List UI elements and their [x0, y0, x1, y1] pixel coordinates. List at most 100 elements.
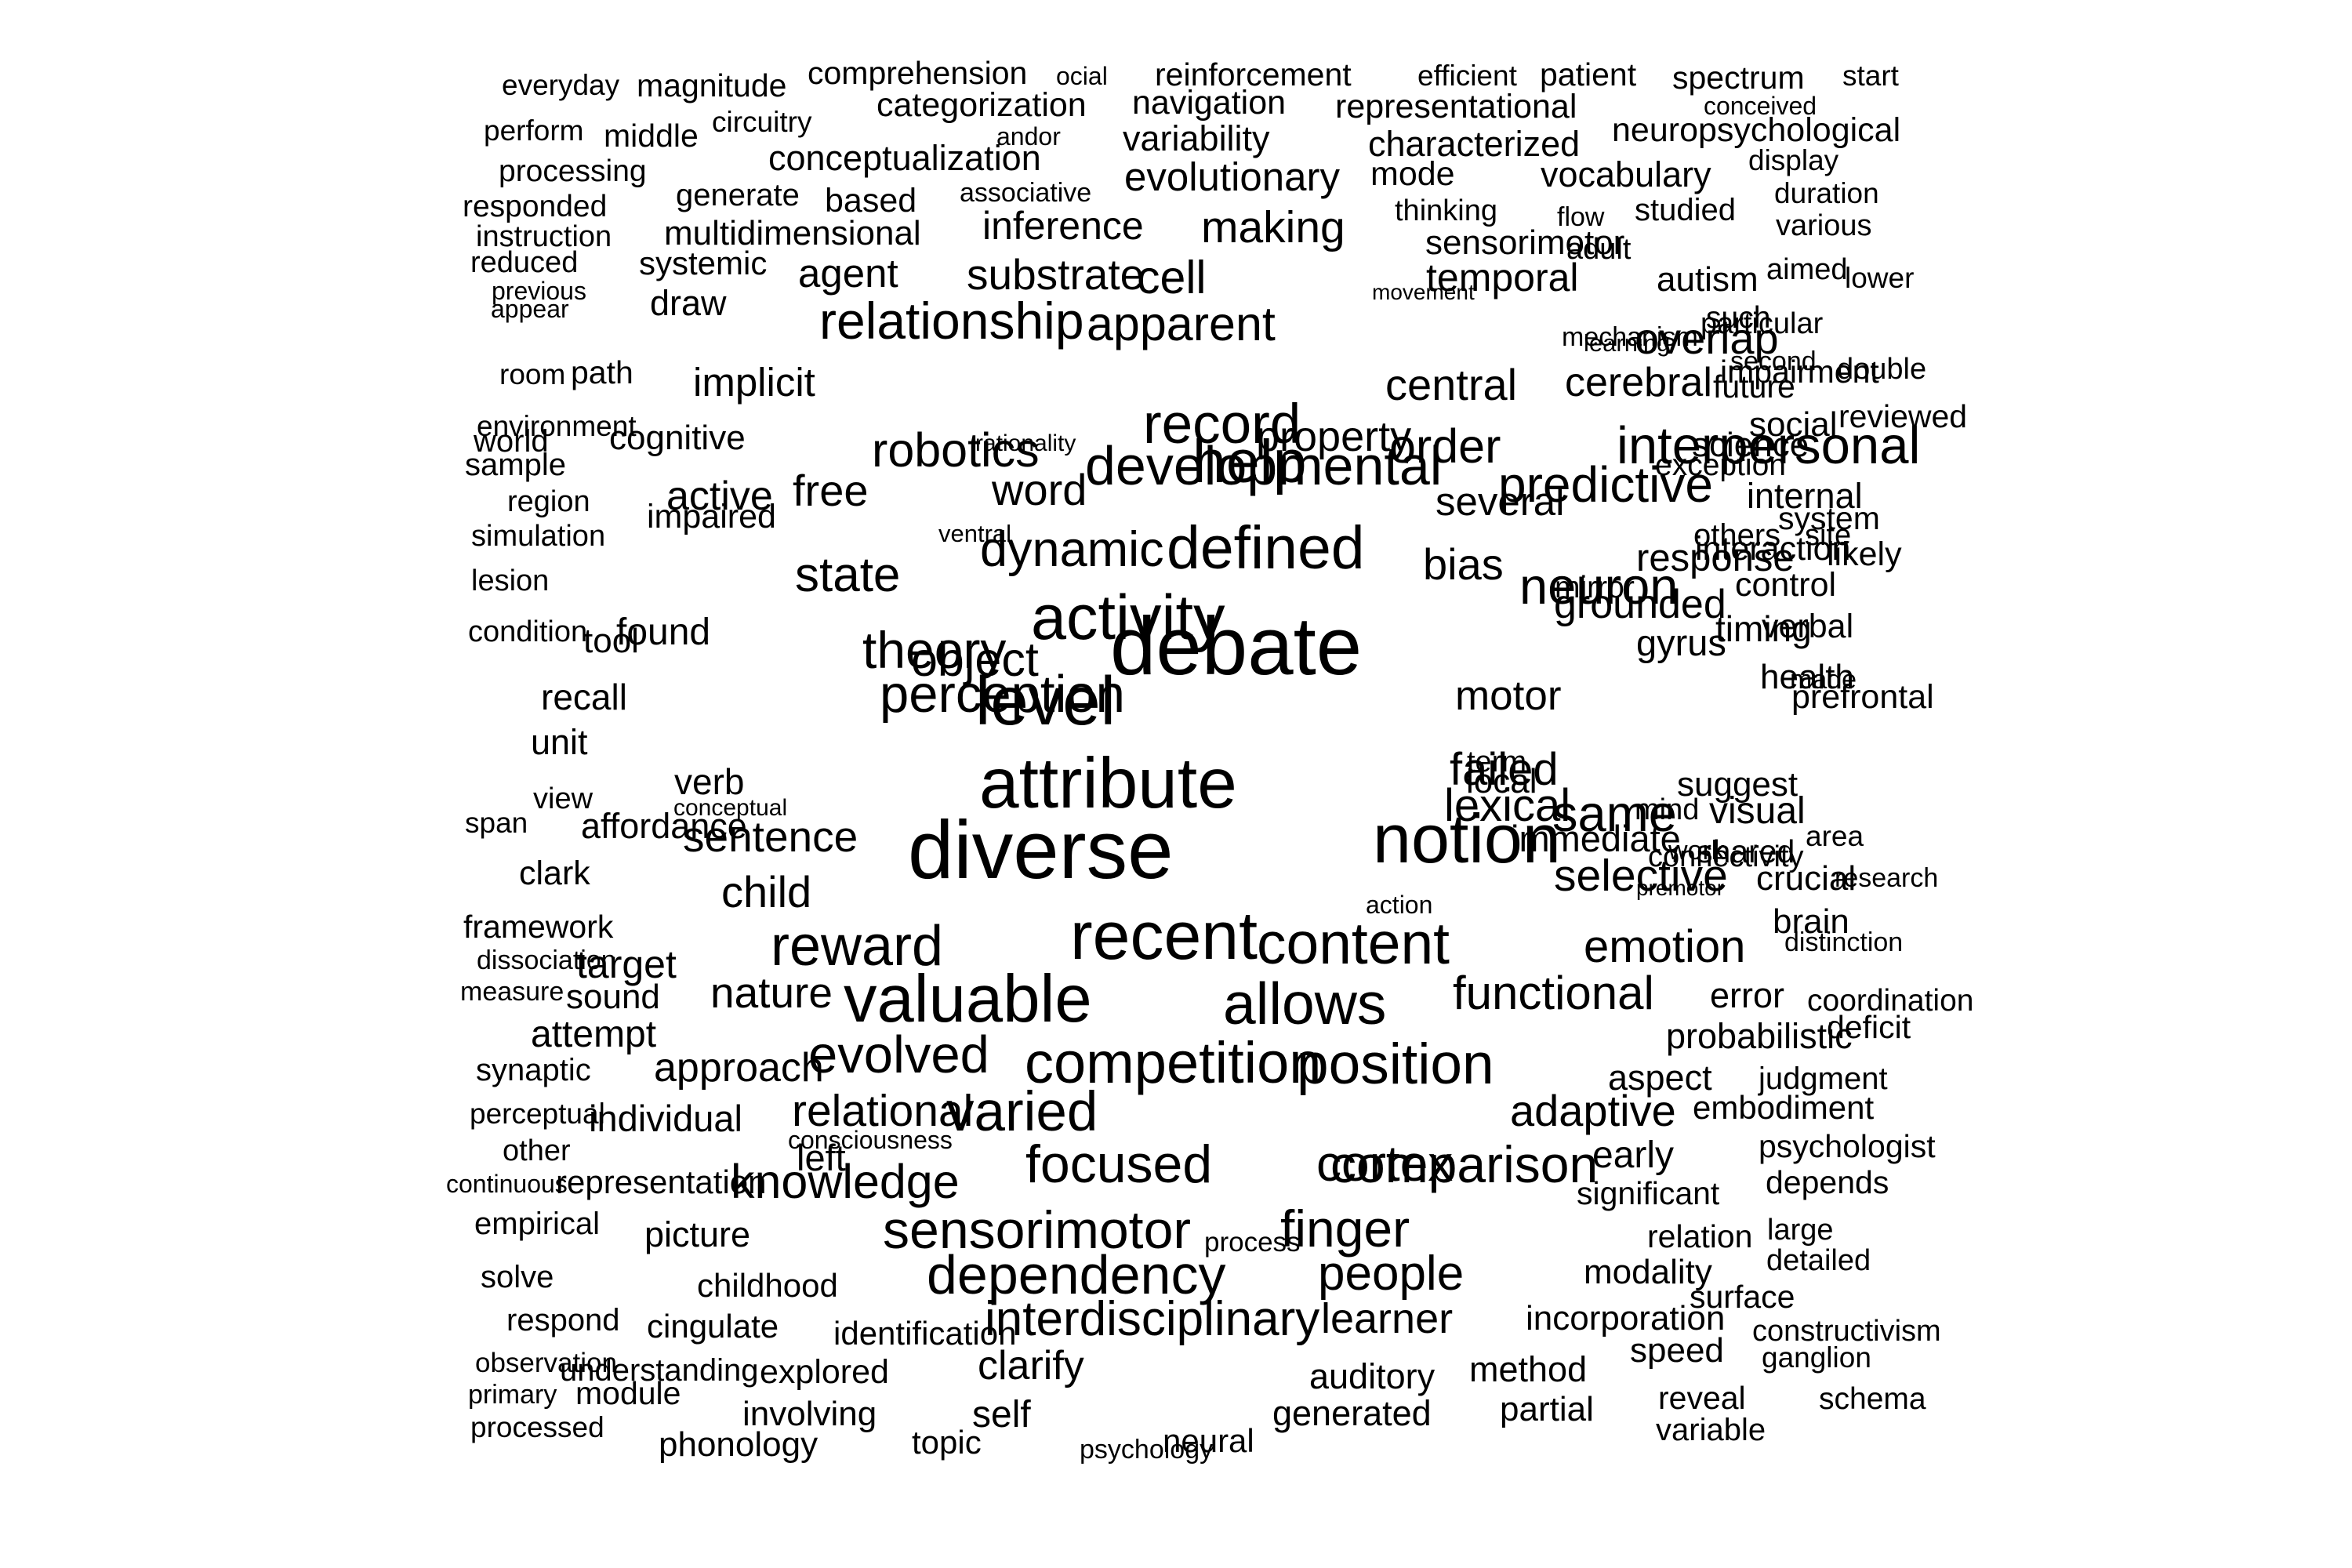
- word-conceptualization: conceptualization: [768, 138, 1041, 178]
- word-word: word: [991, 465, 1087, 514]
- word-rationality: rationality: [975, 430, 1076, 456]
- word-sentence: sentence: [683, 812, 858, 861]
- word-autism: autism: [1657, 260, 1759, 299]
- word-magnitude: magnitude: [637, 67, 786, 103]
- word-generate: generate: [676, 178, 800, 212]
- word-explored: explored: [760, 1353, 889, 1391]
- word-navigation: navigation: [1132, 84, 1286, 122]
- word-probabilistic: probabilistic: [1666, 1016, 1853, 1056]
- word-lesion: lesion: [471, 564, 549, 597]
- word-local: local: [1466, 762, 1537, 800]
- word-immediate: immediate: [1511, 818, 1681, 859]
- word-object: object: [911, 633, 1039, 686]
- word-cell: cell: [1137, 252, 1207, 303]
- word-psychologist: psychologist: [1759, 1128, 1936, 1164]
- word-finger: finger: [1280, 1200, 1410, 1258]
- word-circuitry: circuitry: [712, 106, 812, 138]
- word-respond: respond: [506, 1303, 620, 1338]
- word-sensorimotor: sensorimotor: [1425, 223, 1624, 262]
- word-view: view: [533, 782, 593, 815]
- word-schema: schema: [1819, 1382, 1926, 1416]
- word-record: record: [1143, 394, 1301, 456]
- word-target: target: [576, 942, 677, 986]
- word-content: content: [1257, 910, 1450, 976]
- word-environment: environment: [477, 410, 637, 442]
- word-premotor: premotor: [1636, 876, 1724, 900]
- word-auditory: auditory: [1309, 1356, 1436, 1396]
- word-overlap: overlap: [1635, 314, 1779, 363]
- word-region: region: [507, 485, 590, 518]
- word-focused: focused: [1025, 1134, 1212, 1194]
- word-perform: perform: [484, 114, 583, 147]
- word-visual: visual: [1709, 790, 1806, 832]
- word-diverse: diverse: [908, 804, 1173, 896]
- word-timing: timing: [1715, 608, 1812, 649]
- word-framework: framework: [463, 909, 614, 945]
- word-position: position: [1297, 1033, 1494, 1096]
- word-relation: relation: [1647, 1218, 1752, 1254]
- word-neuron: neuron: [1519, 557, 1678, 615]
- word-knowledge: knowledge: [731, 1155, 960, 1208]
- word-varied: varied: [946, 1081, 1098, 1143]
- word-clark: clark: [519, 855, 590, 892]
- word-order: order: [1389, 419, 1501, 473]
- word-psychology: psychology: [1080, 1435, 1213, 1465]
- word-made: made: [1790, 665, 1857, 695]
- word-crucial: crucial: [1756, 859, 1856, 898]
- word-reveal: reveal: [1658, 1380, 1746, 1416]
- word-appear: appear: [491, 295, 569, 323]
- word-variable: variable: [1656, 1413, 1766, 1447]
- word-adaptive: adaptive: [1510, 1086, 1676, 1135]
- word-measure: measure: [460, 977, 564, 1007]
- word-recent: recent: [1070, 898, 1258, 974]
- word-adult: adult: [1566, 233, 1632, 266]
- word-speed: speed: [1630, 1331, 1724, 1370]
- word-system: system: [1778, 500, 1880, 536]
- word-sound: sound: [566, 978, 660, 1016]
- word-emotion: emotion: [1584, 921, 1745, 972]
- word-control: control: [1735, 566, 1836, 604]
- word-systemic: systemic: [639, 245, 767, 281]
- word-interpersonal: interpersonal: [1617, 416, 1920, 475]
- word-making: making: [1201, 202, 1345, 252]
- word-large: large: [1767, 1214, 1834, 1247]
- word-partial: partial: [1500, 1390, 1594, 1428]
- word-functional: functional: [1453, 967, 1654, 1019]
- word-modality: modality: [1584, 1253, 1712, 1291]
- word-property: property: [1256, 413, 1411, 460]
- word-bias: bias: [1423, 539, 1504, 589]
- word-studied: studied: [1635, 193, 1736, 227]
- word-generated: generated: [1272, 1393, 1432, 1433]
- word-phonology: phonology: [659, 1425, 818, 1464]
- word-cloud-words: everyday magnitude comprehension ocial reinf…: [446, 55, 1973, 1465]
- word-sensorimotor: sensorimotor: [883, 1200, 1191, 1260]
- word-recall: recall: [541, 677, 627, 717]
- word-room: room: [499, 358, 565, 390]
- word-involving: involving: [742, 1395, 877, 1433]
- word-suggest: suggest: [1677, 765, 1798, 804]
- word-evolutionary: evolutionary: [1124, 154, 1340, 199]
- word-reduced: reduced: [470, 246, 578, 279]
- word-science: science: [1692, 426, 1809, 464]
- word-movement: movement: [1372, 280, 1475, 304]
- word-judgment: judgment: [1758, 1062, 1888, 1096]
- word-primary: primary: [468, 1380, 557, 1410]
- word-coordination: coordination: [1807, 984, 1973, 1018]
- word-ocial: ocial: [1056, 62, 1108, 90]
- word-apparent: apparent: [1087, 297, 1276, 350]
- word-second: second: [1730, 347, 1817, 376]
- word-deficit: deficit: [1827, 1009, 1911, 1045]
- word-other: other: [503, 1134, 571, 1167]
- word-double: double: [1837, 353, 1926, 386]
- word-prefrontal: prefrontal: [1791, 678, 1934, 716]
- word-processed: processed: [470, 1411, 604, 1443]
- word-display: display: [1748, 144, 1839, 176]
- word-cingulate: cingulate: [647, 1308, 779, 1345]
- word-robotics: robotics: [872, 423, 1040, 477]
- word-notion: notion: [1373, 800, 1561, 877]
- word-future: future: [1713, 368, 1795, 405]
- word-cognitive: cognitive: [609, 419, 746, 457]
- word-tool: tool: [583, 622, 639, 660]
- word-clarify: clarify: [978, 1343, 1084, 1388]
